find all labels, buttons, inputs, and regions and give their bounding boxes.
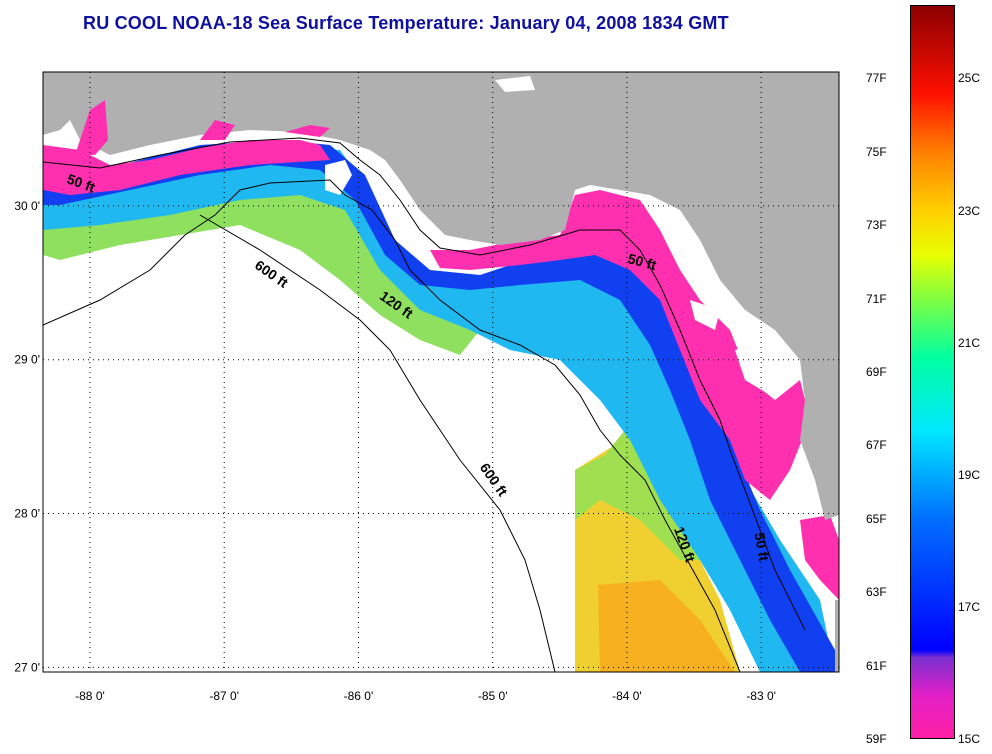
- lon-tick-label: -85 0': [478, 689, 508, 703]
- bay-pensacola: [200, 120, 235, 140]
- contour-120ft-east: [409, 269, 741, 672]
- contour-120ft-west: [43, 179, 411, 326]
- colorbar-c-label: 19C: [958, 467, 981, 482]
- colorbar-f-label: 63F: [866, 585, 887, 600]
- map-frame: [42, 71, 840, 673]
- no-data-patch: [690, 300, 720, 330]
- lon-tick-label: -86 0': [344, 689, 374, 703]
- colorbar-c-label: 25C: [958, 71, 981, 86]
- lat-tick-label: 30 0': [14, 199, 40, 213]
- temperature-colorbar: [910, 5, 955, 739]
- colorbar-f-label: 73F: [866, 218, 887, 233]
- colorbar-f-label: 67F: [866, 438, 887, 453]
- land-florida-panhandle: [43, 72, 839, 520]
- lon-tick-label: -84 0': [612, 689, 642, 703]
- sst-cold-coastal-bigbend: [430, 190, 810, 500]
- lat-tick-label: 28 0': [14, 507, 40, 521]
- colorbar-f-label: 69F: [866, 365, 887, 379]
- colorbar-c-label: 23C: [958, 203, 981, 218]
- land-southwest-florida: [835, 600, 839, 672]
- colorbar-f-label: 71F: [866, 291, 887, 306]
- map-title: RU COOL NOAA-18 Sea Surface Temperature:…: [83, 13, 729, 33]
- colorbar-f-label: 75F: [866, 144, 887, 159]
- lon-tick-label: -87 0': [209, 689, 239, 703]
- contour-label: 50 ft: [626, 250, 658, 273]
- lat-tick-label: 29 0': [14, 353, 40, 367]
- lat-tick-label: 27 0': [14, 660, 40, 674]
- sst-warmest-region: [598, 580, 735, 672]
- colorbar-c-label: 21C: [958, 335, 981, 350]
- contour-label: 50 ft: [751, 531, 772, 562]
- colorbar-c-label: 17C: [958, 599, 981, 614]
- bay-mobile: [75, 100, 108, 155]
- sst-cold-coastal-tampa: [800, 515, 839, 600]
- contour-50ft: [43, 137, 806, 631]
- lon-tick-label: -83 0': [746, 689, 776, 703]
- no-data-patch: [325, 160, 352, 195]
- colorbar-c-label: 15C: [958, 732, 981, 746]
- no-data-patch: [495, 76, 535, 92]
- lon-tick-label: -88 0': [75, 689, 105, 703]
- no-data-patch: [735, 340, 790, 395]
- colorbar-f-label: 65F: [866, 511, 887, 526]
- colorbar-f-label: 59F: [866, 732, 887, 746]
- bay-choctawhatchee: [285, 125, 330, 137]
- contour-600ft: [199, 214, 556, 672]
- sst-shelf-green: [43, 180, 480, 355]
- sst-green-band: [575, 430, 705, 560]
- axis-tick-labels: -88 0' -87 0' -86 0' -85 0' -84 0' -83 0' 30 0…: [14, 199, 776, 703]
- graticule: [43, 72, 839, 672]
- colorbar-f-label: 77F: [866, 71, 887, 86]
- sst-cold-coastal-west: [43, 140, 330, 195]
- colorbar-f-label: 61F: [866, 658, 887, 673]
